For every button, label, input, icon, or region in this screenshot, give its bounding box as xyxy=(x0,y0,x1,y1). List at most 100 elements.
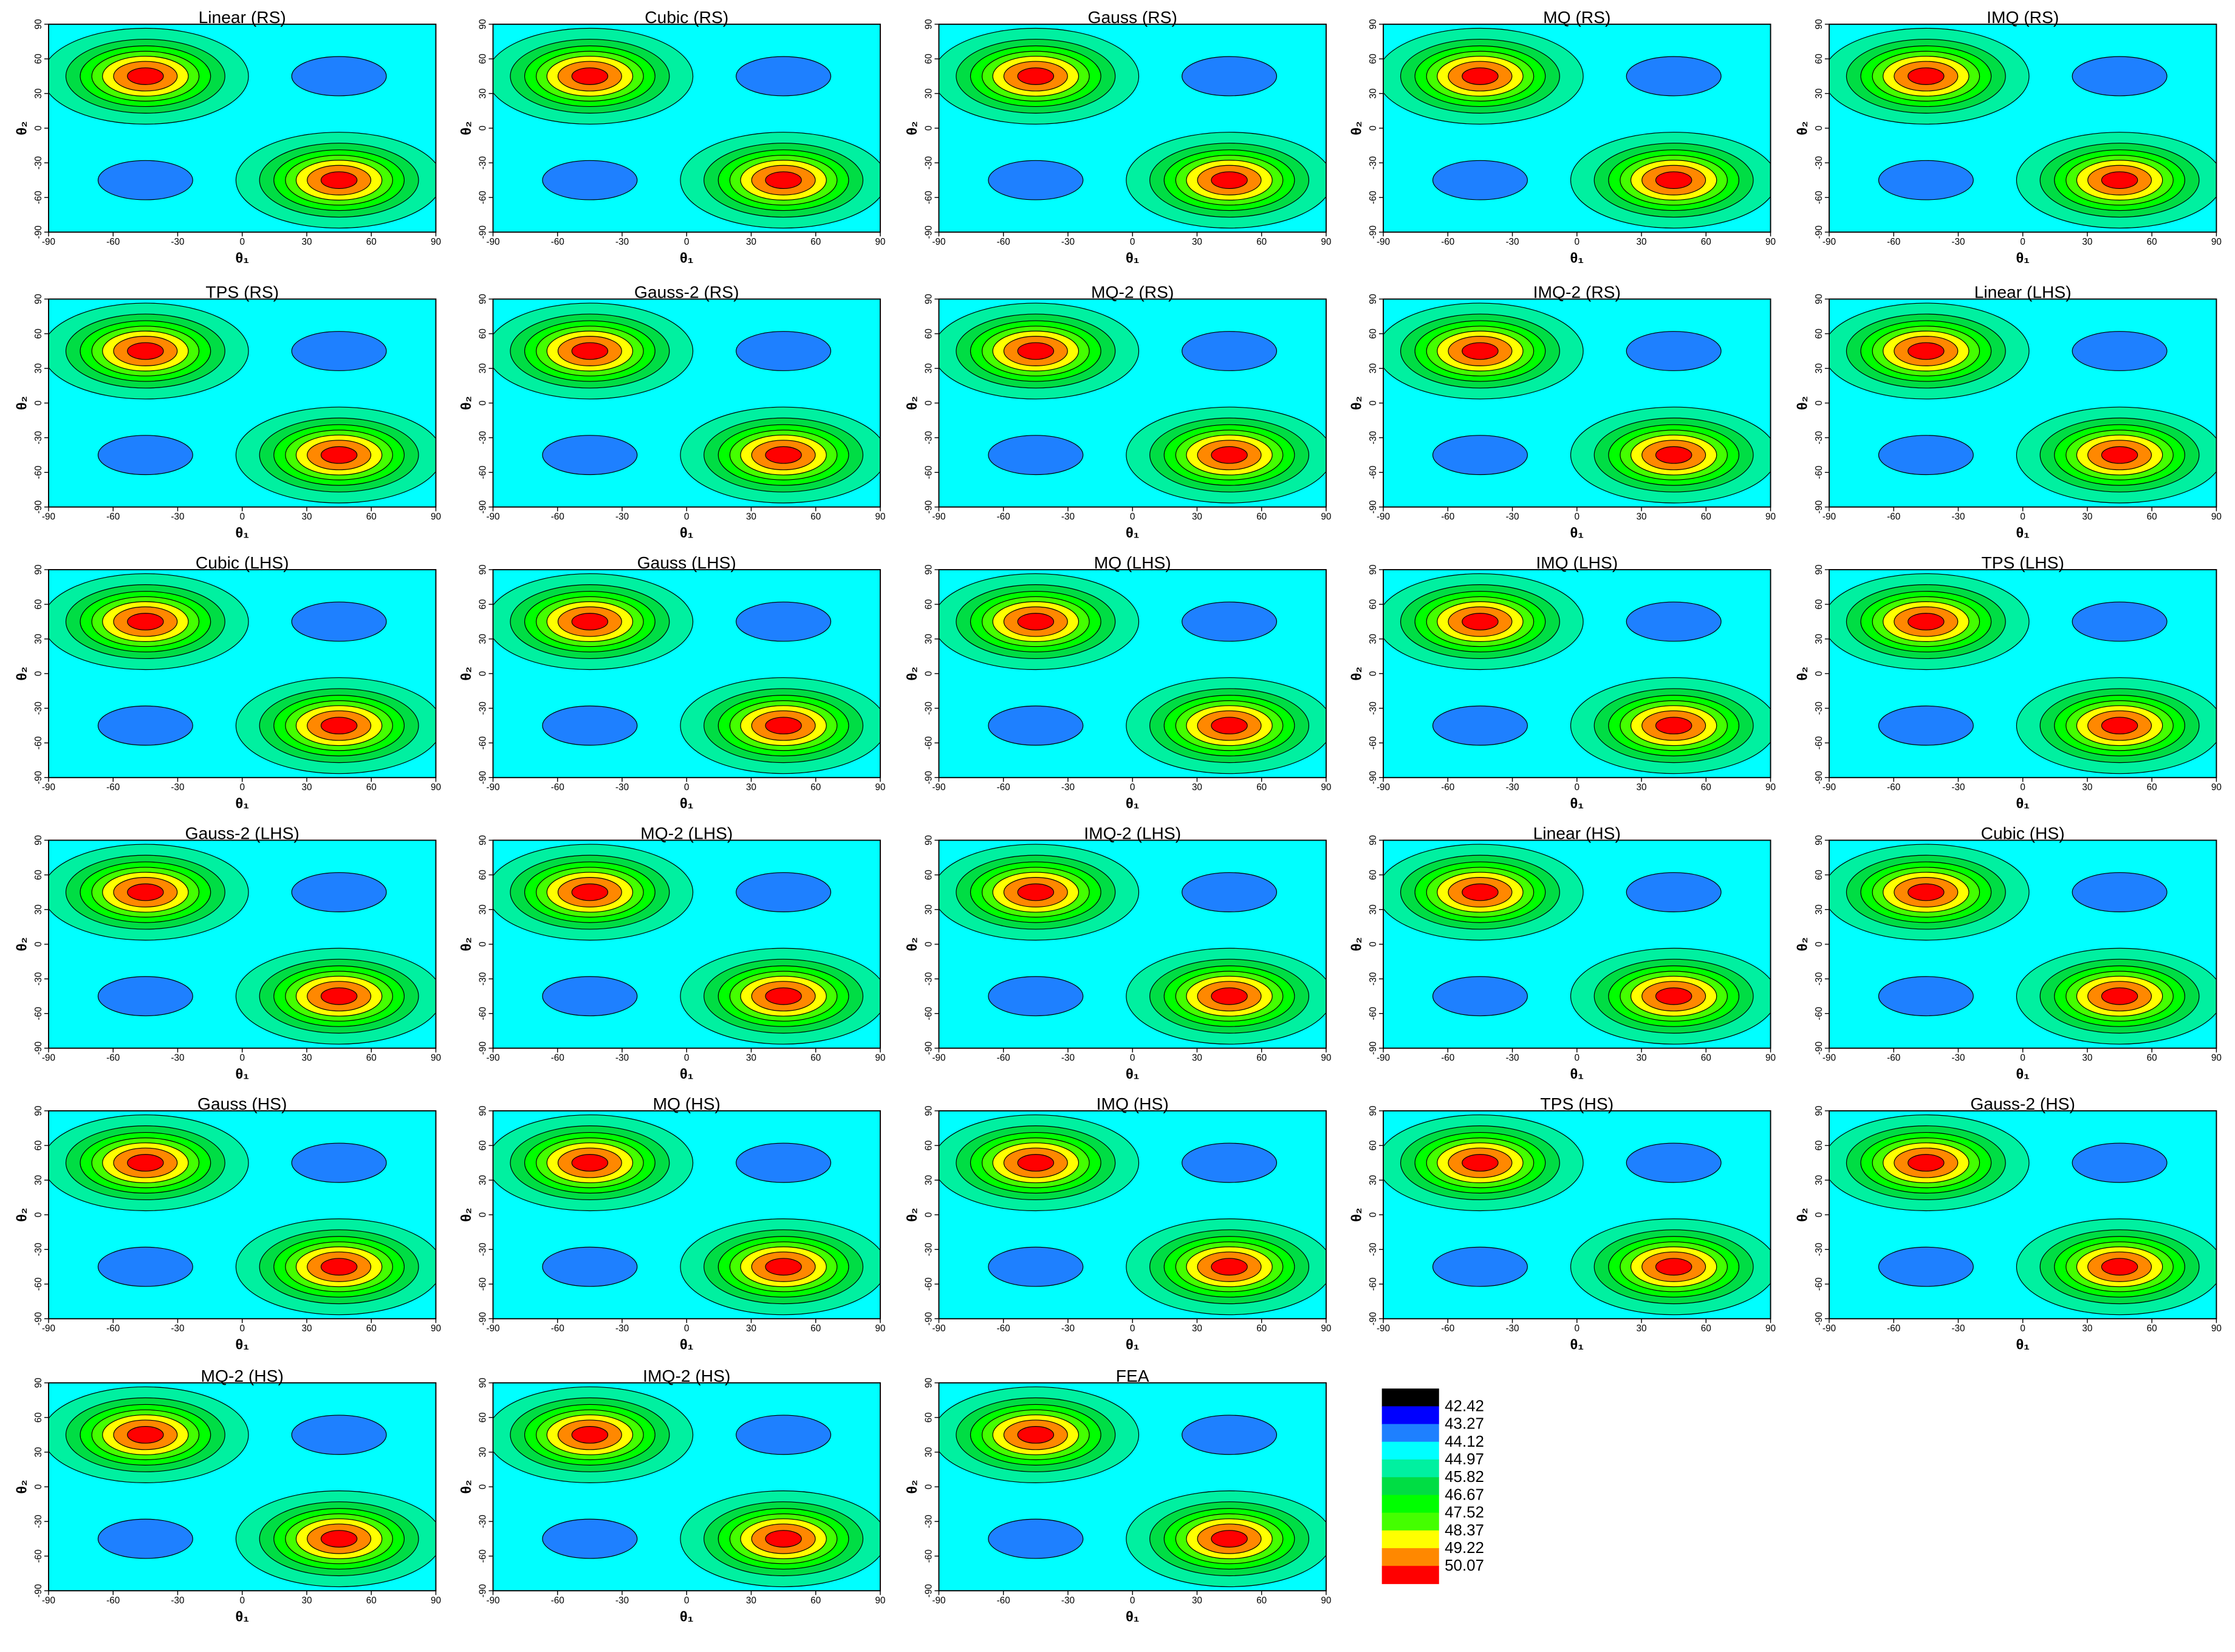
y-tick-label: 90 xyxy=(1814,1105,1824,1116)
x-tick-label: 90 xyxy=(1321,1053,1331,1063)
y-tick-label: 0 xyxy=(478,941,488,946)
chart-title: Cubic (HS) xyxy=(1981,824,2065,843)
y-tick-label: 0 xyxy=(33,126,44,131)
y-tick-label: -30 xyxy=(923,1243,934,1256)
contour-band xyxy=(1878,705,1974,746)
y-tick-label: 0 xyxy=(1814,126,1824,131)
y-tick-label: 60 xyxy=(1368,53,1378,64)
contour-panel: -90 -60 -30 0 30 60 90 -90 -60 -30 0 30 60 90 Gauss-2 … xyxy=(1794,1094,2222,1352)
chart-title: TPS (HS) xyxy=(1540,1094,1614,1113)
x-tick-label: 30 xyxy=(746,1053,756,1063)
y-tick-label: -30 xyxy=(478,1243,488,1256)
contour-band xyxy=(97,435,193,476)
contour-panel: -90 -60 -30 0 30 60 90 -90 -60 -30 0 30 60 90 MQ (RS) θ… xyxy=(1348,7,1776,265)
x-tick-label: -90 xyxy=(42,782,55,793)
contour-band xyxy=(1182,872,1278,912)
chart-title: MQ-2 (HS) xyxy=(201,1366,284,1385)
y-tick-label: -30 xyxy=(923,701,934,715)
y-tick-label: 30 xyxy=(478,89,488,99)
y-axis-label: θ₂ xyxy=(904,667,920,681)
colorbar-swatch xyxy=(1381,1424,1439,1442)
x-tick-label: 60 xyxy=(810,782,821,793)
x-axis-label: θ₁ xyxy=(1570,1066,1584,1082)
contour-panel: -90 -60 -30 0 30 60 90 -90 -60 -30 0 30 60 90 Cubic (H… xyxy=(1794,824,2222,1082)
x-tick-label: -30 xyxy=(1505,1323,1519,1334)
contour-band xyxy=(571,1154,609,1172)
x-tick-label: -60 xyxy=(997,1596,1010,1606)
contour-panel: -90 -60 -30 0 30 60 90 -90 -60 -30 0 30 60 90 Linear (… xyxy=(1348,824,1776,1082)
contour-band xyxy=(1462,1154,1499,1172)
contour-panel: -90 -60 -30 0 30 60 90 -90 -60 -30 0 30 60 90 IMQ (RS)… xyxy=(1794,7,2222,265)
contour-band xyxy=(542,976,638,1017)
plot-area xyxy=(1829,24,2217,233)
contour-band xyxy=(1017,342,1055,360)
x-tick-label: -30 xyxy=(1505,1053,1519,1063)
contour-panel: -90 -60 -30 0 30 60 90 -90 -60 -30 0 30 60 90 Linear (… xyxy=(1794,282,2222,541)
x-tick-label: -30 xyxy=(615,1596,629,1606)
x-tick-label: 0 xyxy=(239,1053,244,1063)
y-tick-label: -90 xyxy=(1814,225,1824,239)
y-tick-label: 90 xyxy=(33,294,44,304)
contour-band xyxy=(1432,1246,1528,1287)
contour-panel: -90 -60 -30 0 30 60 90 -90 -60 -30 0 30 60 90 MQ (LHS)… xyxy=(904,553,1332,811)
x-tick-label: 60 xyxy=(366,237,377,247)
chart-title: FEA xyxy=(1116,1366,1149,1385)
x-axis-label: θ₁ xyxy=(1126,1608,1139,1624)
y-tick-label: 30 xyxy=(33,89,44,99)
contour-panel: -90 -60 -30 0 30 60 90 -90 -60 -30 0 30 60 90 MQ-2 (HS… xyxy=(13,1366,441,1624)
x-tick-label: 30 xyxy=(1192,512,1202,522)
contour-band xyxy=(320,446,358,464)
y-tick-label: 60 xyxy=(1368,1141,1378,1151)
x-tick-label: 30 xyxy=(1192,782,1202,793)
x-tick-label: 60 xyxy=(2147,512,2157,522)
x-tick-label: 0 xyxy=(1575,237,1580,247)
x-tick-label: 60 xyxy=(1256,512,1267,522)
chart-title: IMQ-2 (HS) xyxy=(643,1366,730,1385)
contour-band xyxy=(571,1426,609,1444)
y-tick-label: 30 xyxy=(33,363,44,374)
contour-band xyxy=(1432,705,1528,746)
plot-area xyxy=(1829,299,2217,507)
x-tick-label: 90 xyxy=(1321,1596,1331,1606)
x-tick-label: 90 xyxy=(2211,512,2222,522)
colorbar-swatch xyxy=(1381,1406,1439,1425)
y-tick-label: 0 xyxy=(33,941,44,946)
y-tick-label: -90 xyxy=(923,1584,934,1597)
contour-band xyxy=(97,1246,193,1287)
y-tick-label: 60 xyxy=(478,329,488,339)
y-tick-label: -30 xyxy=(1368,431,1378,445)
y-tick-label: -60 xyxy=(33,736,44,749)
contour-panel: -90 -60 -30 0 30 60 90 -90 -60 -30 0 30 60 90 Cubic (R… xyxy=(458,7,886,265)
y-axis-label: θ₂ xyxy=(1794,667,1810,681)
x-tick-label: 90 xyxy=(1321,782,1331,793)
x-tick-label: -90 xyxy=(487,782,500,793)
x-tick-label: 60 xyxy=(2147,237,2157,247)
x-tick-label: 0 xyxy=(239,1596,244,1606)
y-tick-label: 90 xyxy=(478,294,488,304)
y-tick-label: 90 xyxy=(1368,19,1378,29)
contour-band xyxy=(320,987,358,1005)
x-tick-label: 90 xyxy=(431,1323,441,1334)
contour-band xyxy=(127,1154,164,1172)
x-tick-label: 0 xyxy=(239,237,244,247)
x-tick-label: -30 xyxy=(615,237,629,247)
y-axis-label: θ₂ xyxy=(1794,1208,1810,1222)
contour-panel: -90 -60 -30 0 30 60 90 -90 -60 -30 0 30 60 90 Gauss (R… xyxy=(904,7,1332,265)
x-tick-label: -90 xyxy=(1823,237,1836,247)
y-tick-label: 0 xyxy=(1814,671,1824,676)
x-tick-label: -90 xyxy=(487,1323,500,1334)
plot-area xyxy=(939,1382,1326,1591)
y-tick-label: 90 xyxy=(923,294,934,304)
contour-band xyxy=(1626,601,1722,642)
y-tick-label: 30 xyxy=(33,1175,44,1186)
y-tick-label: -90 xyxy=(1814,500,1824,514)
contour-band xyxy=(2101,717,2138,735)
contour-band xyxy=(2072,601,2168,642)
x-tick-label: -30 xyxy=(1061,782,1075,793)
x-tick-label: -30 xyxy=(1505,512,1519,522)
x-tick-label: 90 xyxy=(1765,782,1776,793)
x-tick-label: -60 xyxy=(1441,1053,1454,1063)
y-tick-label: 90 xyxy=(923,1377,934,1388)
chart-title: Cubic (RS) xyxy=(645,7,728,27)
